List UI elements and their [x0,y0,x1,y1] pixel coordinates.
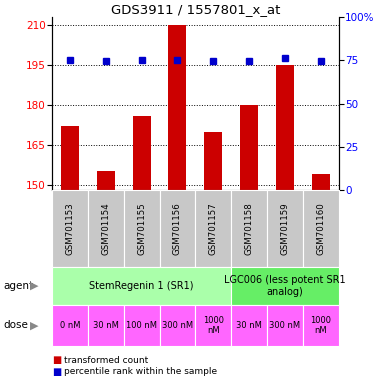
Text: GSM701159: GSM701159 [281,202,290,255]
Text: ■: ■ [52,355,61,365]
Bar [133,116,151,190]
Text: ▶: ▶ [30,281,39,291]
Bar [169,25,186,190]
Text: GSM701154: GSM701154 [101,202,110,255]
Title: GDS3911 / 1557801_x_at: GDS3911 / 1557801_x_at [111,3,280,16]
Text: 30 nM: 30 nM [236,321,262,330]
Text: GSM701156: GSM701156 [173,202,182,255]
Bar [276,65,294,190]
Text: GSM701160: GSM701160 [316,202,325,255]
Text: agent: agent [4,281,34,291]
Text: GSM701153: GSM701153 [65,202,74,255]
Text: GSM701157: GSM701157 [209,202,218,255]
Text: 30 nM: 30 nM [93,321,119,330]
Text: 1000
nM: 1000 nM [203,316,224,335]
Bar [312,174,330,190]
Bar [240,105,258,190]
Text: ■: ■ [52,367,61,377]
Text: LGC006 (less potent SR1
analog): LGC006 (less potent SR1 analog) [224,275,346,297]
Text: 100 nM: 100 nM [126,321,157,330]
Text: StemRegenin 1 (SR1): StemRegenin 1 (SR1) [89,281,194,291]
Text: 1000
nM: 1000 nM [310,316,331,335]
Text: ▶: ▶ [30,320,39,331]
Text: 300 nM: 300 nM [270,321,301,330]
Text: percentile rank within the sample: percentile rank within the sample [64,367,217,376]
Bar [204,132,222,190]
Text: dose: dose [4,320,29,331]
Text: transformed count: transformed count [64,356,148,365]
Text: GSM701158: GSM701158 [244,202,254,255]
Bar [61,126,79,190]
Text: 300 nM: 300 nM [162,321,193,330]
Text: GSM701155: GSM701155 [137,202,146,255]
Bar [97,172,115,190]
Text: 0 nM: 0 nM [60,321,80,330]
